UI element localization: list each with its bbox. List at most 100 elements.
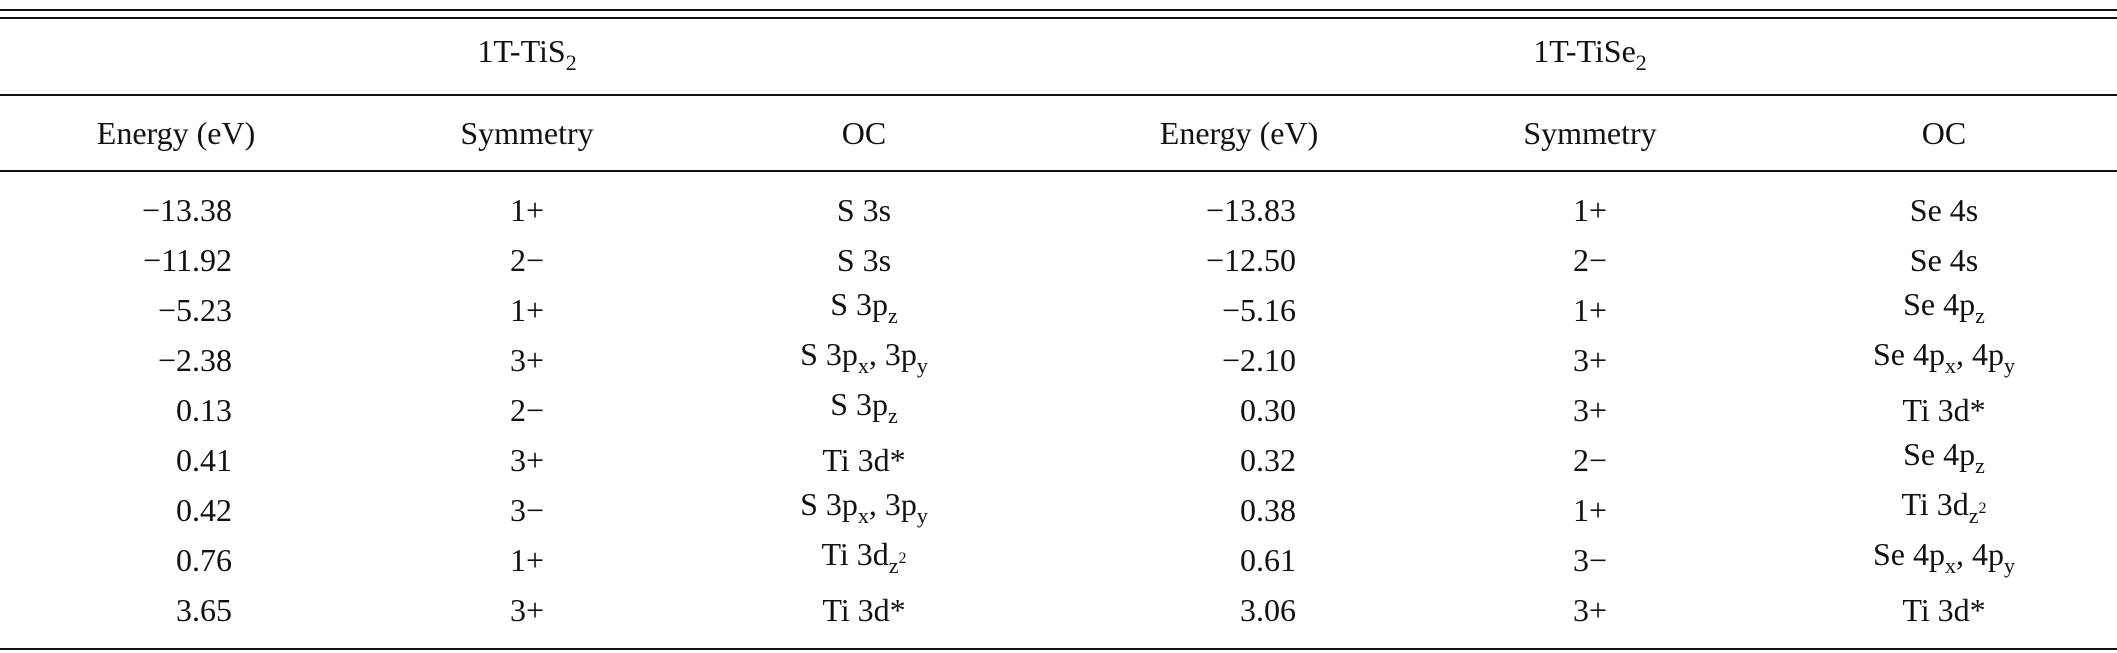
top-rule bbox=[0, 17, 2117, 19]
subscript: 2 bbox=[565, 50, 577, 75]
oc-cell: Se 4px, 4py bbox=[1873, 534, 2015, 586]
text-part: S 3p bbox=[830, 386, 889, 422]
energy-cell: 3.06 bbox=[1240, 592, 1296, 628]
energy-cell: 3.65 bbox=[176, 592, 232, 628]
symmetry-cell: 1+ bbox=[509, 292, 545, 328]
superscript: 2 bbox=[1978, 500, 1987, 517]
symmetry-cell: 3+ bbox=[1572, 392, 1608, 428]
energy-cell: −5.16 bbox=[1221, 292, 1296, 328]
subscript: z bbox=[888, 403, 898, 428]
oc-cell: S 3pz bbox=[830, 384, 898, 436]
energy-cell: 0.42 bbox=[176, 492, 232, 528]
top-rule bbox=[0, 9, 2117, 11]
energy-cell: 0.38 bbox=[1240, 492, 1296, 528]
text-part: 1T-TiSe bbox=[1533, 33, 1636, 69]
subscript: y bbox=[2004, 353, 2015, 378]
subscript: x bbox=[857, 503, 869, 528]
oc-cell: Ti 3d* bbox=[822, 442, 906, 478]
oc-cell: Se 4s bbox=[1909, 192, 1979, 228]
oc-cell: Ti 3d* bbox=[1902, 392, 1986, 428]
header-rule bbox=[0, 94, 2117, 96]
text-part: , 3p bbox=[868, 336, 917, 372]
symmetry-cell: 3+ bbox=[1572, 592, 1608, 628]
subscript: x bbox=[857, 353, 869, 378]
energy-cell: −13.38 bbox=[141, 192, 232, 228]
symmetry-cell: 1+ bbox=[1572, 492, 1608, 528]
subscript: z2 bbox=[888, 550, 907, 578]
text-part: Ti 3d bbox=[821, 536, 889, 572]
subscript: z2 bbox=[1968, 500, 1987, 528]
text-part: , 4p bbox=[1956, 336, 2004, 372]
column-header: Energy (eV) bbox=[1159, 115, 1319, 151]
oc-cell: Se 4px, 4py bbox=[1873, 334, 2015, 386]
text-part: S 3p bbox=[800, 486, 858, 522]
oc-cell: S 3pz bbox=[830, 284, 898, 336]
symmetry-cell: 2− bbox=[1572, 242, 1608, 278]
column-header: Symmetry bbox=[1523, 115, 1657, 151]
energy-cell: 0.32 bbox=[1240, 442, 1296, 478]
symmetry-cell: 2− bbox=[509, 242, 545, 278]
column-header: Energy (eV) bbox=[96, 115, 256, 151]
subscript: z bbox=[888, 303, 898, 328]
column-header: OC bbox=[841, 115, 887, 151]
oc-cell: S 3px, 3py bbox=[800, 484, 928, 536]
oc-cell: Se 4s bbox=[1909, 242, 1979, 278]
text-part: S 3p bbox=[830, 286, 889, 322]
oc-cell: S 3s bbox=[836, 192, 892, 228]
oc-cell: Ti 3dz2 bbox=[821, 534, 906, 586]
subscript: y bbox=[916, 503, 928, 528]
text-part: , 3p bbox=[868, 486, 917, 522]
energy-cell: −11.92 bbox=[143, 242, 232, 278]
column-header: OC bbox=[1921, 115, 1967, 151]
energy-cell: 0.76 bbox=[176, 542, 232, 578]
energy-cell: −12.50 bbox=[1205, 242, 1296, 278]
text-part: 1T-TiS bbox=[477, 33, 566, 69]
subscript: y bbox=[916, 353, 928, 378]
subscript: x bbox=[1945, 553, 1956, 578]
energy-cell: −5.23 bbox=[157, 292, 232, 328]
text-part: Ti 3d bbox=[1901, 486, 1969, 522]
bottom-rule bbox=[0, 648, 2117, 650]
symmetry-cell: 1+ bbox=[509, 192, 545, 228]
subscript: z bbox=[1975, 303, 1985, 328]
subscript: z bbox=[1975, 453, 1985, 478]
subscript: x bbox=[1945, 353, 1956, 378]
symmetry-cell: 3+ bbox=[509, 342, 545, 378]
energy-cell: 0.41 bbox=[176, 442, 232, 478]
symmetry-cell: 1+ bbox=[509, 542, 545, 578]
symmetry-cell: 3− bbox=[1572, 542, 1608, 578]
energy-cell: −2.10 bbox=[1221, 342, 1296, 378]
symmetry-cell: 1+ bbox=[1572, 292, 1608, 328]
oc-cell: S 3px, 3py bbox=[800, 334, 928, 386]
symmetry-cell: 2− bbox=[509, 392, 545, 428]
text-part: Se 4p bbox=[1873, 336, 1945, 372]
energy-cell: 0.30 bbox=[1240, 392, 1296, 428]
text-part: S 3p bbox=[800, 336, 858, 372]
text-part: Se 4p bbox=[1903, 436, 1976, 472]
oc-cell: Ti 3d* bbox=[822, 592, 906, 628]
energy-cell: 0.61 bbox=[1240, 542, 1296, 578]
oc-cell: Se 4pz bbox=[1903, 284, 1985, 336]
oc-cell: Se 4pz bbox=[1903, 434, 1985, 486]
energy-cell: 0.13 bbox=[176, 392, 232, 428]
symmetry-cell: 3− bbox=[509, 492, 545, 528]
text-part: , 4p bbox=[1956, 536, 2004, 572]
energy-cell: −2.38 bbox=[157, 342, 232, 378]
symmetry-cell: 2− bbox=[1572, 442, 1608, 478]
symmetry-cell: 1+ bbox=[1572, 192, 1608, 228]
symmetry-cell: 3+ bbox=[1572, 342, 1608, 378]
oc-cell: S 3s bbox=[836, 242, 892, 278]
symmetry-cell: 3+ bbox=[509, 592, 545, 628]
text-part: Se 4p bbox=[1903, 286, 1976, 322]
column-header: Symmetry bbox=[460, 115, 594, 151]
subscript: y bbox=[2004, 553, 2015, 578]
symmetry-cell: 3+ bbox=[509, 442, 545, 478]
energy-cell: −13.83 bbox=[1205, 192, 1296, 228]
superscript: 2 bbox=[898, 550, 907, 567]
text-part: Se 4p bbox=[1873, 536, 1945, 572]
subscript: 2 bbox=[1635, 50, 1647, 75]
group-header: 1T-TiSe2 bbox=[1533, 31, 1647, 83]
header-rule bbox=[0, 170, 2117, 172]
group-header: 1T-TiS2 bbox=[477, 31, 576, 83]
